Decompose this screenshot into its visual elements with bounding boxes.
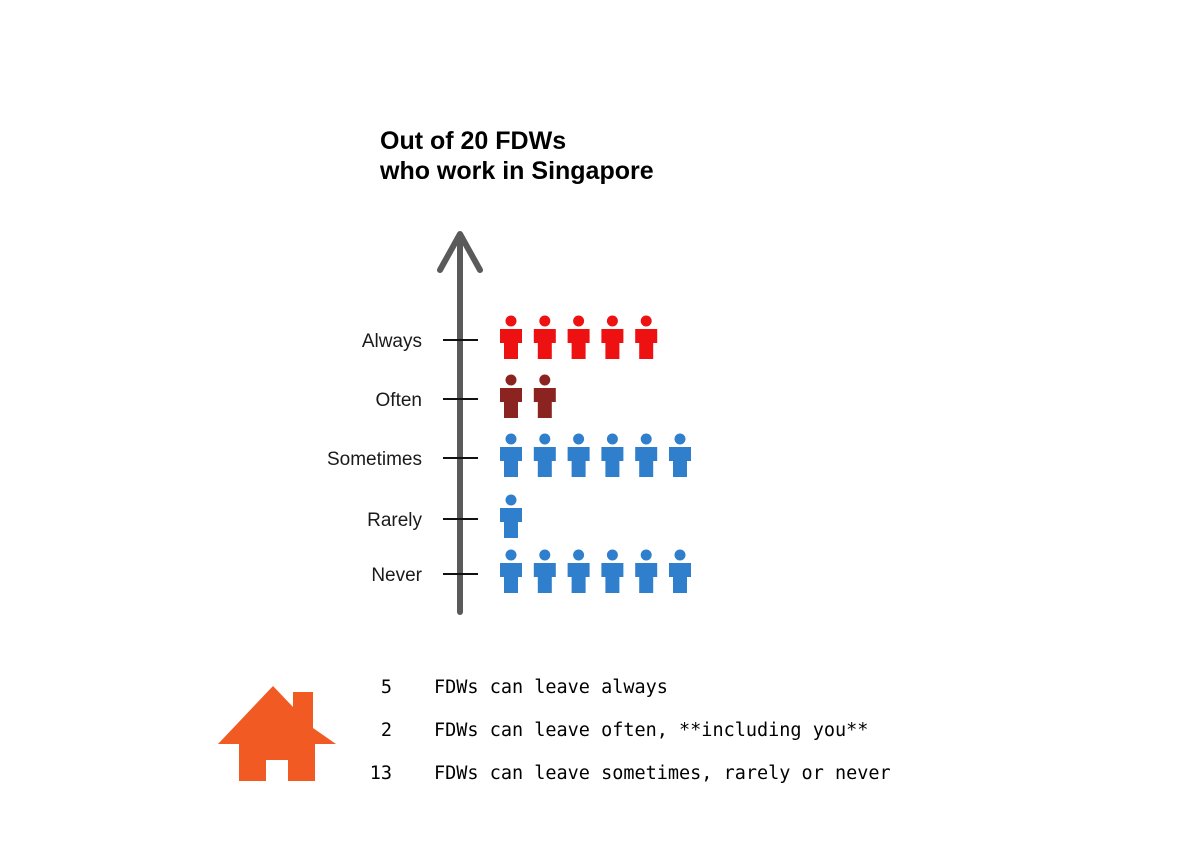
person-icon (500, 494, 522, 538)
pictogram-chart: Always Often Sometimes Rarely Never (327, 231, 691, 615)
person-icon (669, 549, 691, 593)
person-icon (567, 315, 590, 359)
person-icon (567, 433, 590, 477)
row-rarely: Rarely (367, 494, 522, 538)
person-icon (567, 549, 590, 593)
summary-count: 5 (380, 677, 392, 698)
tick-label: Never (371, 565, 422, 586)
person-icon (635, 315, 658, 359)
row-always: Always (362, 315, 658, 359)
axis-arrowhead (437, 231, 483, 273)
person-icon (601, 549, 624, 593)
person-icon (500, 549, 522, 593)
row-sometimes: Sometimes (327, 433, 691, 477)
row-never: Never (371, 549, 691, 593)
person-icon (635, 549, 658, 593)
person-icon (500, 433, 522, 477)
tick-label: Always (362, 331, 422, 352)
tick-label: Rarely (367, 510, 422, 531)
summary-count: 2 (380, 720, 392, 741)
person-icon (533, 433, 556, 477)
chart-title-line-2: who work in Singapore (380, 157, 654, 185)
person-icon (601, 315, 624, 359)
summary-text: FDWs can leave often, **including you** (434, 720, 869, 741)
row-often: Often (376, 374, 556, 418)
chart-title: Out of 20 FDWs who work in Singapore (380, 126, 654, 186)
person-icon (533, 549, 556, 593)
summary-text: FDWs can leave sometimes, rarely or neve… (434, 763, 891, 784)
pictogram-rows: Always Often Sometimes Rarely Never (327, 315, 691, 593)
person-icon (635, 433, 658, 477)
house-icon (218, 686, 336, 781)
tick-label: Often (376, 390, 422, 411)
tick-label: Sometimes (327, 449, 422, 470)
person-icon (533, 374, 556, 418)
summary-text: FDWs can leave always (434, 677, 668, 698)
chart-title-line-1: Out of 20 FDWs (380, 127, 567, 155)
vertical-axis (437, 231, 483, 615)
person-icon (601, 433, 624, 477)
person-icon (500, 315, 522, 359)
person-icon (500, 374, 522, 418)
person-icon (533, 315, 556, 359)
person-icon (669, 433, 691, 477)
summary-count: 13 (369, 763, 392, 784)
